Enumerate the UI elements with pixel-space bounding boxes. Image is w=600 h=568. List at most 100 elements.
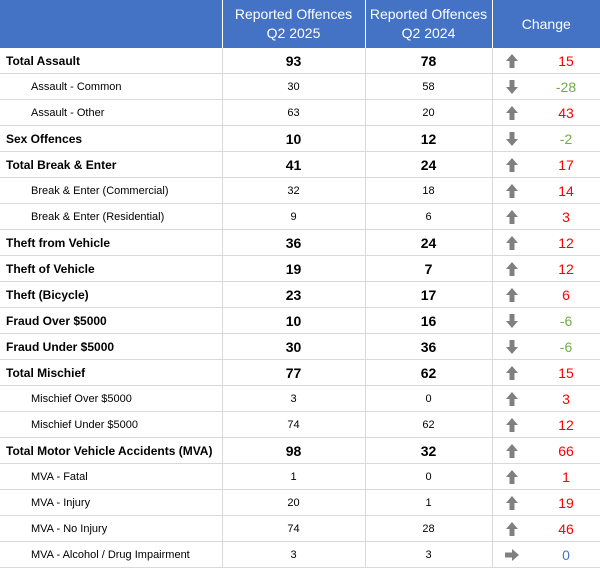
table-row: Total Mischief 77 62 15 bbox=[0, 359, 600, 386]
arrow-up-icon bbox=[491, 515, 532, 542]
q2-2024-value: 1 bbox=[364, 489, 492, 516]
q2-2025-value: 3 bbox=[221, 541, 365, 568]
q2-2025-value: 9 bbox=[221, 203, 365, 230]
change-value: 1 bbox=[532, 463, 600, 490]
q2-2024-value: 0 bbox=[364, 385, 492, 412]
row-label: Mischief Over $5000 bbox=[0, 385, 222, 412]
row-label: Mischief Under $5000 bbox=[0, 411, 222, 438]
q2-2025-value: 63 bbox=[221, 99, 365, 126]
row-label: Assault - Common bbox=[0, 73, 222, 100]
arrow-down-icon bbox=[491, 333, 532, 360]
q2-2025-value: 98 bbox=[221, 437, 365, 464]
arrow-right-icon bbox=[491, 541, 532, 568]
table-body: Total Assault 93 78 15 Assault - Common 30 58-… bbox=[0, 48, 600, 568]
q2-2025-value: 20 bbox=[221, 489, 365, 516]
q2-2024-value: 12 bbox=[364, 125, 492, 152]
change-value: 43 bbox=[532, 99, 600, 126]
table-row: MVA - Injury 20 1 19 bbox=[0, 489, 600, 516]
change-value: 0 bbox=[532, 541, 600, 568]
arrow-up-icon bbox=[491, 203, 532, 230]
q2-2024-value: 36 bbox=[364, 333, 492, 360]
arrow-up-icon bbox=[491, 411, 532, 438]
arrow-up-icon bbox=[491, 99, 532, 126]
q2-2024-value: 16 bbox=[364, 307, 492, 334]
arrow-up-icon bbox=[491, 281, 532, 308]
arrow-up-icon bbox=[491, 359, 532, 386]
arrow-up-icon bbox=[491, 463, 532, 490]
q2-2024-value: 18 bbox=[364, 177, 492, 204]
row-label: MVA - Fatal bbox=[0, 463, 222, 490]
q2-2024-value: 3 bbox=[364, 541, 492, 568]
q2-2025-value: 3 bbox=[221, 385, 365, 412]
row-label: MVA - Injury bbox=[0, 489, 222, 516]
row-label: Fraud Over $5000 bbox=[0, 307, 222, 334]
q2-2024-value: 58 bbox=[364, 73, 492, 100]
q2-2025-value: 36 bbox=[221, 229, 365, 256]
q2-2025-value: 30 bbox=[221, 73, 365, 100]
q2-2024-value: 7 bbox=[364, 255, 492, 282]
q2-2025-value: 10 bbox=[221, 307, 365, 334]
q2-2025-value: 41 bbox=[221, 151, 365, 178]
q2-2025-value: 32 bbox=[221, 177, 365, 204]
change-value: 46 bbox=[532, 515, 600, 542]
table-row: Mischief Under $5000 74 62 12 bbox=[0, 411, 600, 438]
table-row: Break & Enter (Commercial) 32 18 14 bbox=[0, 177, 600, 204]
arrow-up-icon bbox=[491, 385, 532, 412]
q2-2025-value: 74 bbox=[221, 411, 365, 438]
header-q2-2025-line2: Q2 2025 bbox=[266, 25, 321, 41]
table-row: Total Assault 93 78 15 bbox=[0, 48, 600, 74]
change-value: -6 bbox=[532, 307, 600, 334]
q2-2024-value: 28 bbox=[364, 515, 492, 542]
change-value: -28 bbox=[532, 73, 600, 100]
table-row: Assault - Common 30 58 -28 bbox=[0, 73, 600, 100]
header-q2-2025: Reported Offences Q2 2025 bbox=[222, 0, 366, 48]
row-label: Assault - Other bbox=[0, 99, 222, 126]
row-label: Theft (Bicycle) bbox=[0, 281, 222, 308]
row-label: MVA - No Injury bbox=[0, 515, 222, 542]
row-label: Theft of Vehicle bbox=[0, 255, 222, 282]
row-label: Total Motor Vehicle Accidents (MVA) bbox=[0, 437, 222, 464]
header-change: Change bbox=[492, 0, 600, 48]
table-row: MVA - No Injury 74 28 46 bbox=[0, 515, 600, 542]
table-row: Break & Enter (Residential) 9 6 3 bbox=[0, 203, 600, 230]
change-value: 14 bbox=[532, 177, 600, 204]
row-label: Fraud Under $5000 bbox=[0, 333, 222, 360]
arrow-up-icon bbox=[491, 151, 532, 178]
row-label: Break & Enter (Residential) bbox=[0, 203, 222, 230]
table-row: Fraud Over $5000 10 16 -6 bbox=[0, 307, 600, 334]
q2-2024-value: 24 bbox=[364, 151, 492, 178]
table-row: Total Motor Vehicle Accidents (MVA) 98 32 6… bbox=[0, 437, 600, 464]
q2-2025-value: 10 bbox=[221, 125, 365, 152]
arrow-up-icon bbox=[491, 48, 532, 74]
table-row: Sex Offences 10 12 -2 bbox=[0, 125, 600, 152]
change-value: 15 bbox=[532, 359, 600, 386]
change-value: 3 bbox=[532, 203, 600, 230]
row-label: Theft from Vehicle bbox=[0, 229, 222, 256]
table-row: Assault - Other 63 20 43 bbox=[0, 99, 600, 126]
q2-2025-value: 23 bbox=[221, 281, 365, 308]
row-label: Total Assault bbox=[0, 48, 222, 74]
header-q2-2024: Reported Offences Q2 2024 bbox=[365, 0, 493, 48]
change-value: -2 bbox=[532, 125, 600, 152]
table-row: Total Break & Enter 41 24 17 bbox=[0, 151, 600, 178]
change-value: 12 bbox=[532, 411, 600, 438]
q2-2024-value: 24 bbox=[364, 229, 492, 256]
arrow-up-icon bbox=[491, 255, 532, 282]
arrow-up-icon bbox=[491, 437, 532, 464]
row-label: Break & Enter (Commercial) bbox=[0, 177, 222, 204]
q2-2024-value: 0 bbox=[364, 463, 492, 490]
q2-2024-value: 32 bbox=[364, 437, 492, 464]
change-value: 12 bbox=[532, 255, 600, 282]
arrow-up-icon bbox=[491, 229, 532, 256]
row-label: Total Break & Enter bbox=[0, 151, 222, 178]
change-value: -6 bbox=[532, 333, 600, 360]
header-q2-2024-line1: Reported Offences bbox=[369, 6, 488, 22]
change-value: 66 bbox=[532, 437, 600, 464]
table-row: Theft (Bicycle) 23 17 6 bbox=[0, 281, 600, 308]
q2-2025-value: 19 bbox=[221, 255, 365, 282]
q2-2024-value: 62 bbox=[364, 359, 492, 386]
q2-2024-value: 62 bbox=[364, 411, 492, 438]
q2-2025-value: 74 bbox=[221, 515, 365, 542]
arrow-down-icon bbox=[491, 125, 532, 152]
change-value: 3 bbox=[532, 385, 600, 412]
